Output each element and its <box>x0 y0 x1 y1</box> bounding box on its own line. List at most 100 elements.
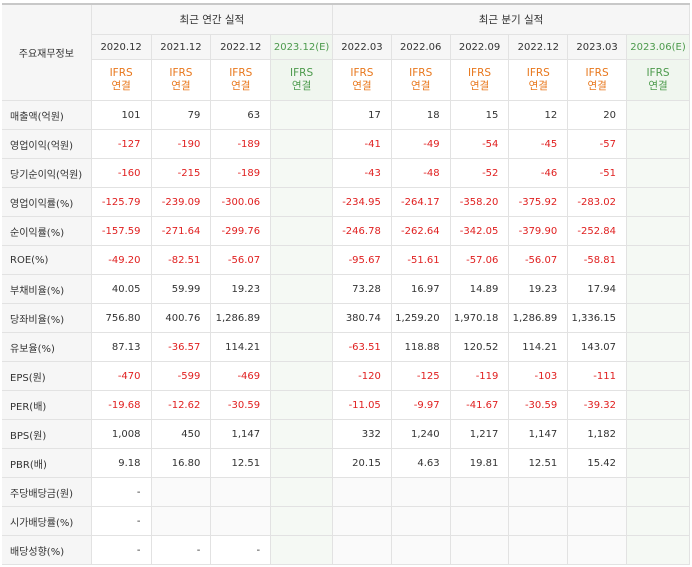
table-cell: -56.07 <box>508 245 569 275</box>
table-cell: -57 <box>567 129 627 159</box>
row-label: 매출액(억원) <box>2 100 92 130</box>
table-cell: -95.67 <box>332 245 392 275</box>
table-cell: 12.51 <box>210 448 272 478</box>
table-cell <box>626 245 690 275</box>
table-cell: - <box>91 506 152 536</box>
table-row: 시가배당률(%) - <box>2 506 690 536</box>
table-cell: 756.80 <box>91 303 152 333</box>
consolidated-text: 연결 <box>171 80 191 92</box>
table-cell: -52 <box>450 158 510 188</box>
ifrs-text: IFRS <box>467 67 492 79</box>
table-cell: -189 <box>210 129 272 159</box>
table-row: 부채비율(%) 40.05 59.99 19.23 73.28 16.97 14.89 19.… <box>2 274 690 304</box>
period-header: 2022.03 <box>332 34 392 60</box>
table-cell: -9.97 <box>391 390 451 420</box>
table-cell <box>270 535 334 565</box>
row-label: 영업이익(억원) <box>2 129 92 159</box>
table-cell: 20.15 <box>332 448 392 478</box>
table-cell <box>626 535 690 565</box>
table-cell: -358.20 <box>450 187 510 217</box>
table-cell: 1,970.18 <box>450 303 510 333</box>
table-cell: -283.02 <box>567 187 627 217</box>
table-cell <box>210 477 272 507</box>
table-cell: -469 <box>210 361 272 391</box>
table-row: 순이익률(%) -157.59 -271.64 -299.76 -246.78 -262.… <box>2 216 690 246</box>
table-cell <box>332 477 392 507</box>
table-cell: 114.21 <box>508 332 569 362</box>
table-cell: 400.76 <box>151 303 212 333</box>
table-cell <box>270 332 334 362</box>
table-cell: 19.23 <box>210 274 272 304</box>
ifrs-text: IFRS <box>290 67 314 79</box>
table-cell: -127 <box>91 129 152 159</box>
table-cell: 118.88 <box>391 332 451 362</box>
table-cell: - <box>151 535 212 565</box>
ifrs-consolidated-label: IFRS 연결 <box>391 59 451 101</box>
table-row: PBR(배) 9.18 16.80 12.51 20.15 4.63 19.81 12.51 1… <box>2 448 690 478</box>
ifrs-consolidated-label: IFRS 연결 <box>567 59 627 101</box>
table-cell: 114.21 <box>210 332 272 362</box>
table-cell: 1,286.89 <box>508 303 569 333</box>
table-cell: 101 <box>91 100 152 130</box>
table-cell: -246.78 <box>332 216 392 246</box>
annual-results-header: 최근 연간 실적 <box>91 3 334 35</box>
table-cell <box>567 535 627 565</box>
table-cell: 16.80 <box>151 448 212 478</box>
table-cell <box>270 158 334 188</box>
table-cell <box>626 506 690 536</box>
table-cell: 1,147 <box>210 419 272 449</box>
table-cell: -57.06 <box>450 245 510 275</box>
table-cell: 1,182 <box>567 419 627 449</box>
consolidated-text: 연결 <box>111 80 131 92</box>
table-cell: -470 <box>91 361 152 391</box>
table-cell <box>391 477 451 507</box>
table-cell: 12 <box>508 100 569 130</box>
table-cell <box>391 535 451 565</box>
table-cell: -11.05 <box>332 390 392 420</box>
table-cell <box>626 274 690 304</box>
period-header: 2020.12 <box>91 34 152 60</box>
table-cell <box>332 506 392 536</box>
row-label: PER(배) <box>2 390 92 420</box>
table-cell: -190 <box>151 129 212 159</box>
table-cell: 1,217 <box>450 419 510 449</box>
table-cell: 1,259.20 <box>391 303 451 333</box>
table-cell: -49 <box>391 129 451 159</box>
table-cell: -46 <box>508 158 569 188</box>
table-cell <box>151 477 212 507</box>
table-row: 배당성향(%) - - - <box>2 535 690 565</box>
table-cell: 87.13 <box>91 332 152 362</box>
table-cell: -262.64 <box>391 216 451 246</box>
table-cell: -82.51 <box>151 245 212 275</box>
table-cell: 1,240 <box>391 419 451 449</box>
table-cell <box>626 303 690 333</box>
table-cell: -48 <box>391 158 451 188</box>
table-cell <box>270 274 334 304</box>
table-cell: 450 <box>151 419 212 449</box>
table-cell <box>270 361 334 391</box>
ifrs-text: IFRS <box>585 67 609 79</box>
table-cell: -120 <box>332 361 392 391</box>
ifrs-consolidated-label: IFRS 연결 <box>270 59 334 101</box>
table-cell: - <box>210 535 272 565</box>
ifrs-text: IFRS <box>169 67 193 79</box>
consolidated-text: 연결 <box>352 80 372 92</box>
ifrs-text: IFRS <box>409 67 433 79</box>
table-cell: 332 <box>332 419 392 449</box>
table-cell: -189 <box>210 158 272 188</box>
table-cell: 17.94 <box>567 274 627 304</box>
table-cell <box>567 506 627 536</box>
row-label-header: 주요재무정보 <box>2 3 92 101</box>
table-cell: -234.95 <box>332 187 392 217</box>
ifrs-text: IFRS <box>646 67 670 79</box>
table-cell <box>270 187 334 217</box>
table-cell: -157.59 <box>91 216 152 246</box>
ifrs-text: IFRS <box>350 67 374 79</box>
table-cell: -300.06 <box>210 187 272 217</box>
table-cell <box>270 419 334 449</box>
table-cell: 1,336.15 <box>567 303 627 333</box>
table-cell: 120.52 <box>450 332 510 362</box>
financial-summary-table: 주요재무정보 최근 연간 실적 최근 분기 실적 2020.12 2021.12 2… <box>2 3 690 565</box>
table-cell <box>626 129 690 159</box>
table-cell: -51.61 <box>391 245 451 275</box>
